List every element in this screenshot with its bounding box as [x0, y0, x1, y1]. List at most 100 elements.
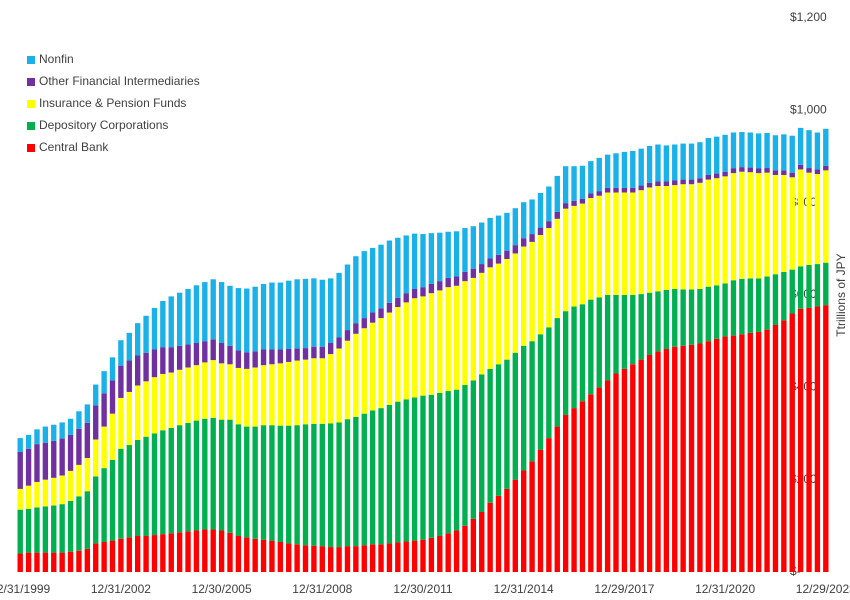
bar-segment [168, 372, 174, 428]
bar-segment [504, 250, 510, 259]
bar-segment [613, 153, 619, 188]
bar-segment [218, 343, 225, 364]
bar-segment [386, 312, 393, 405]
bar-segment [202, 341, 208, 363]
bar-segment [739, 334, 745, 572]
bar-segment [109, 380, 116, 414]
bar-segment [328, 354, 334, 424]
bar-segment [823, 128, 829, 166]
bar-segment [688, 289, 695, 345]
bar-segment [453, 276, 460, 286]
bar-segment [663, 145, 670, 182]
bar-segment [344, 546, 351, 572]
bar-segment [277, 349, 284, 364]
bar-segment [613, 192, 619, 295]
x-tick-label: 12/30/2011 [393, 582, 452, 596]
legend-swatch [27, 78, 35, 86]
bar-segment [705, 138, 712, 175]
bar-segment [160, 373, 166, 431]
bar-segment [210, 360, 216, 418]
bar-segment [344, 340, 351, 420]
bar-segment [176, 292, 183, 346]
legend-label: Central Bank [39, 140, 109, 154]
bar-segment [218, 282, 225, 344]
bar-segment [260, 283, 267, 350]
bar-segment [420, 287, 426, 297]
bar-segment [235, 367, 242, 425]
bar-segment [596, 191, 602, 196]
bar-segment [714, 173, 720, 179]
bar-segment [252, 538, 258, 572]
bar-segment [638, 185, 644, 191]
bar-segment [747, 278, 753, 333]
bar-segment [395, 542, 401, 572]
bar-segment [59, 422, 65, 439]
bar-segment [806, 130, 812, 169]
bar-segment [51, 552, 57, 572]
bar-segment [420, 296, 426, 396]
bar-segment [42, 506, 49, 553]
bar-segment [34, 481, 40, 508]
bar-segment [17, 553, 23, 572]
bar-segment [596, 387, 602, 572]
bar-segment [17, 438, 23, 452]
bar-segment [638, 359, 644, 572]
bar-segment [76, 464, 82, 497]
bar-segment [529, 241, 535, 342]
bar-segment [344, 419, 351, 547]
bar-segment [311, 545, 317, 572]
bar-segment [109, 357, 116, 381]
bar-segment [747, 172, 753, 279]
bar-segment [680, 143, 686, 180]
bar-segment [286, 425, 292, 544]
bar-segment [688, 344, 695, 572]
bar-segment [51, 477, 57, 506]
bar-segment [369, 312, 376, 323]
bar-segment [411, 397, 418, 541]
bar-segment [764, 168, 770, 173]
bar-segment [764, 276, 770, 330]
bar-segment [336, 547, 342, 572]
bar-segment [403, 235, 409, 294]
bar-segment [705, 286, 712, 342]
bar-segment [185, 422, 191, 532]
bar-segment [714, 136, 720, 174]
bar-segment [76, 428, 82, 465]
bar-segment [755, 168, 762, 174]
bar-segment [730, 168, 737, 174]
bar-segment [537, 334, 544, 450]
bar-segment [378, 544, 384, 572]
bar-segment [537, 227, 544, 235]
bar-segment [722, 171, 728, 177]
bar-segment [286, 280, 292, 350]
bar-segment [151, 307, 158, 350]
legend-swatch [27, 144, 35, 152]
bar-segment [118, 538, 124, 572]
bar-segment [151, 349, 158, 378]
bar-segment [126, 360, 132, 392]
bar-segment [571, 200, 577, 206]
bar-segment [554, 211, 560, 219]
bar-segment [420, 234, 426, 288]
bar-segment [814, 174, 821, 265]
bar-segment [59, 552, 65, 572]
bar-segment [252, 286, 258, 352]
bar-segment [613, 295, 619, 374]
bar-segment [369, 410, 376, 545]
bar-segment [403, 541, 409, 572]
bar-segment [529, 461, 535, 572]
bar-segment [722, 336, 728, 572]
bar-segment [101, 426, 107, 469]
bar-segment [302, 278, 309, 349]
bar-segment [621, 192, 628, 295]
bar-segment [134, 535, 141, 572]
bar-segment [353, 256, 359, 324]
legend-label: Insurance & Pension Funds [39, 96, 186, 110]
bar-segment [252, 367, 258, 427]
bar-segment [109, 413, 116, 460]
bar-segment [428, 537, 435, 572]
bar-segment [764, 132, 770, 169]
bar-segment [596, 157, 602, 192]
bar-segment [420, 395, 426, 540]
bar-segment [386, 404, 393, 544]
